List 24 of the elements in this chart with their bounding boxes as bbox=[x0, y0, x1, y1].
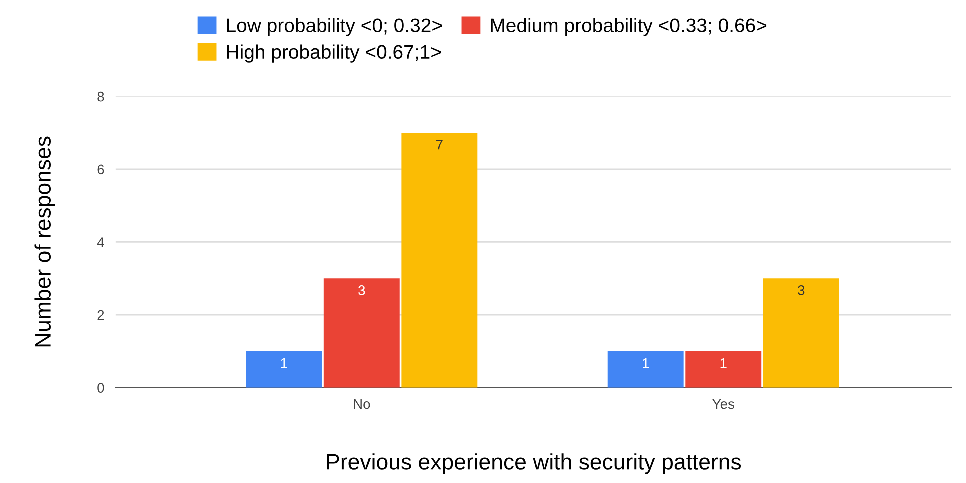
bar bbox=[608, 351, 684, 388]
y-tick-label: 6 bbox=[98, 164, 104, 175]
data-label: 3 bbox=[358, 286, 366, 296]
data-label: 1 bbox=[643, 358, 650, 368]
legend-label: Low probability <0; 0.32> bbox=[227, 18, 442, 36]
y-tick-label: 4 bbox=[97, 238, 104, 248]
x-axis-title: Previous experience with security patterns bbox=[327, 454, 742, 474]
bar bbox=[763, 278, 840, 388]
bar bbox=[324, 278, 400, 388]
bar bbox=[686, 351, 762, 388]
legend-label: Medium probability <0.33; 0.66> bbox=[491, 18, 767, 36]
y-axis-title: Number of responses bbox=[34, 136, 56, 347]
data-label: 1 bbox=[281, 358, 288, 368]
x-tick-label: No bbox=[354, 399, 370, 410]
y-tick-label: 8 bbox=[98, 92, 104, 102]
y-tick-label: 0 bbox=[98, 383, 104, 394]
data-label: 1 bbox=[720, 358, 727, 368]
x-tick-label: Yes bbox=[712, 399, 734, 410]
bar bbox=[246, 351, 322, 388]
data-label: 7 bbox=[436, 140, 443, 150]
data-label: 3 bbox=[798, 286, 805, 296]
bar bbox=[402, 133, 478, 388]
legend-label: High probability <0.67;1> bbox=[227, 44, 441, 63]
y-tick-label: 2 bbox=[98, 310, 104, 320]
